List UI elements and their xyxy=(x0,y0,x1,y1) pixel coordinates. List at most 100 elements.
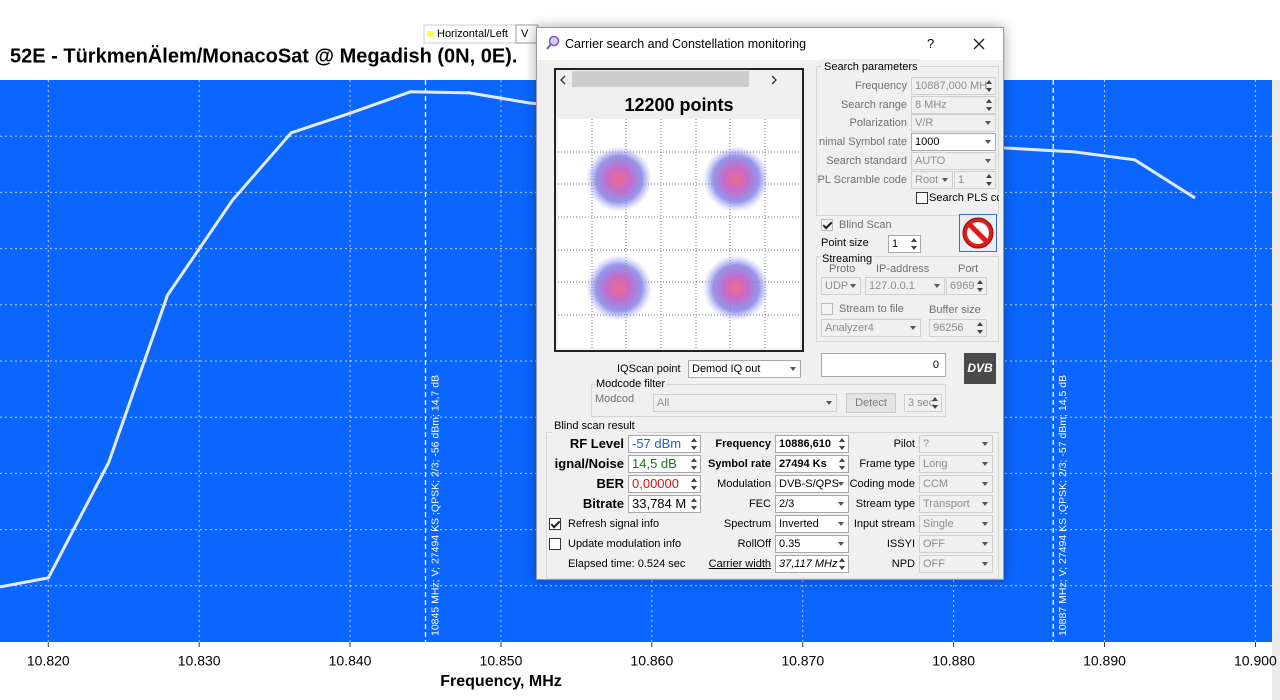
checkbox[interactable] xyxy=(821,303,833,315)
stream-value[interactable]: CCM xyxy=(919,475,993,493)
elapsed-time: Elapsed time: 0.524 sec xyxy=(568,558,686,570)
param-label: Spectrum xyxy=(723,518,771,530)
field-label: Polarization xyxy=(849,117,907,129)
close-button[interactable] xyxy=(973,38,985,50)
stream-value[interactable]: OFF xyxy=(919,555,993,573)
column-header: Proto xyxy=(829,263,856,275)
spin-box[interactable]: 1 xyxy=(954,171,996,189)
param-label: Symbol rate xyxy=(708,458,771,470)
spin-box[interactable]: 1 xyxy=(888,235,921,253)
field-value[interactable]: 8 MHz xyxy=(911,96,996,114)
constellation-cluster xyxy=(703,146,769,212)
x-tick-label: 10.820 xyxy=(27,653,70,669)
checkbox-label: Update modulation info xyxy=(568,538,682,550)
field-label: Modcod xyxy=(595,393,635,405)
param-label[interactable]: Carrier width xyxy=(708,558,771,570)
constellation-view xyxy=(558,71,800,348)
combo-box[interactable]: UDP xyxy=(821,277,861,295)
group-title: Search parameters xyxy=(822,59,920,75)
param-value[interactable]: 0.35 xyxy=(775,535,849,553)
field-label: Buffer size xyxy=(929,304,981,316)
combo-box[interactable]: Demod IQ out xyxy=(688,360,801,378)
stream-value[interactable]: Transport xyxy=(919,495,993,513)
param-value: 27494 Ks xyxy=(775,455,849,473)
field-value[interactable]: AUTO xyxy=(911,152,996,170)
stream-label: ISSYI xyxy=(886,538,915,550)
x-tick-label: 10.830 xyxy=(178,653,221,669)
param-value[interactable]: Inverted xyxy=(775,515,849,533)
legend-label: Horizontal/Left xyxy=(437,28,508,40)
spin-box[interactable]: 6969 xyxy=(946,277,987,295)
field-value[interactable]: V/R xyxy=(911,114,996,132)
signal-label: ignal/Noise xyxy=(554,456,624,471)
stream-value[interactable]: ? xyxy=(919,435,993,453)
scroll-right[interactable] xyxy=(771,75,777,85)
field-label: PL Scramble code xyxy=(817,174,907,186)
column-header: Port xyxy=(958,263,979,275)
field-value[interactable]: 1000 xyxy=(911,133,996,151)
checkbox[interactable] xyxy=(821,219,833,231)
stream-label: Pilot xyxy=(893,438,915,450)
stream-label: Stream type xyxy=(855,498,915,510)
stop-button[interactable] xyxy=(959,214,997,252)
checkbox-label: Blind Scan xyxy=(839,219,892,231)
combo-box[interactable]: Root xyxy=(911,171,953,189)
modcode-filter-group xyxy=(591,384,946,417)
constellation-cluster xyxy=(703,255,769,321)
legend-swatch xyxy=(427,31,433,37)
signal-label: Bitrate xyxy=(582,496,624,511)
x-tick-label: 10.840 xyxy=(329,653,372,669)
stream-label: Input stream xyxy=(853,518,915,530)
signal-value: -57 dBm xyxy=(628,435,701,453)
stream-value[interactable]: OFF xyxy=(919,535,993,553)
scroll-left[interactable] xyxy=(560,75,566,85)
checkbox[interactable] xyxy=(916,192,928,204)
constellation-cluster xyxy=(586,146,652,212)
checkbox-label: Refresh signal info xyxy=(568,518,660,530)
detect-button[interactable]: Detect xyxy=(846,393,896,413)
checkbox[interactable] xyxy=(549,518,561,530)
dvb-logo: DVB xyxy=(964,353,996,384)
dialog-title: Carrier search and Constellation monitor… xyxy=(565,37,807,51)
dialog: Carrier search and Constellation monitor… xyxy=(536,27,1004,580)
param-value[interactable]: 37,117 MHz xyxy=(775,555,849,573)
spin-box[interactable]: 96256 xyxy=(929,319,987,337)
scroll-thumb[interactable] xyxy=(572,71,749,87)
stream-value[interactable]: Long xyxy=(919,455,993,473)
spin-box[interactable]: 3 sec xyxy=(904,394,942,412)
x-axis-label: Frequency, MHz xyxy=(440,673,562,690)
signal-label: BER xyxy=(596,476,624,491)
signal-value: 0,00000 xyxy=(628,475,701,493)
x-tick-label: 10.860 xyxy=(630,653,673,669)
field-label: Point size xyxy=(821,237,869,249)
param-value[interactable]: DVB-S/QPS xyxy=(775,475,849,493)
combo-box[interactable]: Analyzer4 xyxy=(821,319,921,337)
legend-tab-label: V xyxy=(521,28,529,40)
signal-value: 14,5 dB xyxy=(628,455,701,473)
field-label: Search standard xyxy=(826,155,907,167)
constellation-plot xyxy=(558,119,800,348)
column-header: IP-address xyxy=(876,263,930,275)
stream-label: Frame type xyxy=(859,458,915,470)
field-value[interactable]: 10887,000 MH: xyxy=(911,77,996,95)
points-count: 12200 points xyxy=(624,95,734,115)
combo-box[interactable]: 127.0.0.1 xyxy=(865,277,945,295)
checkbox[interactable] xyxy=(549,538,561,550)
param-value[interactable]: 2/3 xyxy=(775,495,849,513)
stream-value[interactable]: Single xyxy=(919,515,993,533)
param-label: Frequency xyxy=(715,438,771,450)
signal-label: RF Level xyxy=(569,436,624,451)
group-title: Streaming xyxy=(821,251,874,267)
combo-box[interactable]: All xyxy=(653,394,837,412)
param-label: Modulation xyxy=(717,478,771,490)
field-label: Frequency xyxy=(855,80,907,92)
marker-label: 10887 MHz; V; 27494 KS ;QPSK; 2/3; -57 d… xyxy=(1057,375,1069,636)
field-label: Search range xyxy=(840,99,907,111)
group-title: Modcode filter xyxy=(595,376,667,392)
constellation-cluster xyxy=(586,255,652,321)
group-title: Blind scan result xyxy=(552,418,637,434)
window-edge xyxy=(1272,80,1280,700)
app-icon xyxy=(546,35,560,50)
help-button[interactable]: ? xyxy=(927,36,935,51)
x-tick-label: 10.880 xyxy=(932,653,975,669)
